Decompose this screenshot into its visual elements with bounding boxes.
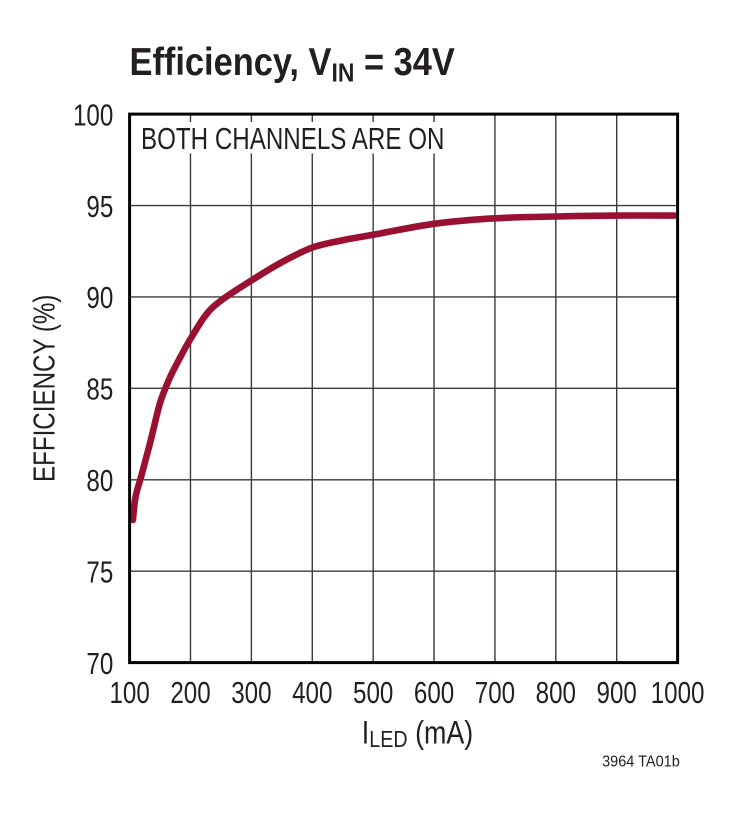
- x-axis-title: ILED (mA): [362, 715, 473, 752]
- chart-title: Efficiency, VIN = 34V: [130, 40, 456, 88]
- x-tick-label: 800: [536, 675, 576, 710]
- figure-note: 3964 TA01b: [602, 753, 680, 771]
- annotation-mask: [133, 122, 453, 154]
- x-axis-title-subscript: LED: [369, 725, 407, 752]
- y-axis-title: EFFICIENCY (%): [27, 295, 62, 483]
- y-tick-labels: 70 75 80 85 90 95 100: [73, 98, 113, 681]
- y-tick-label: 100: [73, 98, 113, 133]
- efficiency-curve: [129, 212, 678, 524]
- chart-title-prefix: Efficiency, V: [130, 40, 332, 83]
- x-axis-title-prefix: I: [362, 715, 369, 751]
- x-tick-label: 300: [231, 675, 271, 710]
- annotation-text: BOTH CHANNELS ARE ON: [141, 121, 444, 156]
- chart-title-subscript: IN: [331, 59, 354, 88]
- x-tick-label: 700: [475, 675, 515, 710]
- x-tick-label: 100: [109, 675, 149, 710]
- y-tick-label: 95: [86, 189, 113, 224]
- plot-frame: [128, 112, 680, 665]
- chart-title-suffix: = 34V: [354, 40, 455, 83]
- x-tick-label: 500: [353, 675, 393, 710]
- x-tick-label: 1000: [651, 675, 705, 710]
- x-tick-label: 900: [597, 675, 637, 710]
- x-tick-label: 200: [170, 675, 210, 710]
- y-tick-label: 90: [86, 280, 113, 315]
- x-tick-label: 600: [414, 675, 454, 710]
- y-tick-label: 70: [86, 646, 113, 681]
- x-axis-title-suffix: (mA): [408, 715, 474, 751]
- y-tick-label: 75: [86, 555, 113, 590]
- x-tick-label: 400: [292, 675, 332, 710]
- x-tick-labels: 100 200 300 400 500 600 700 800 900 1000: [109, 675, 704, 710]
- y-tick-label: 80: [86, 463, 113, 498]
- y-tick-label: 85: [86, 372, 113, 407]
